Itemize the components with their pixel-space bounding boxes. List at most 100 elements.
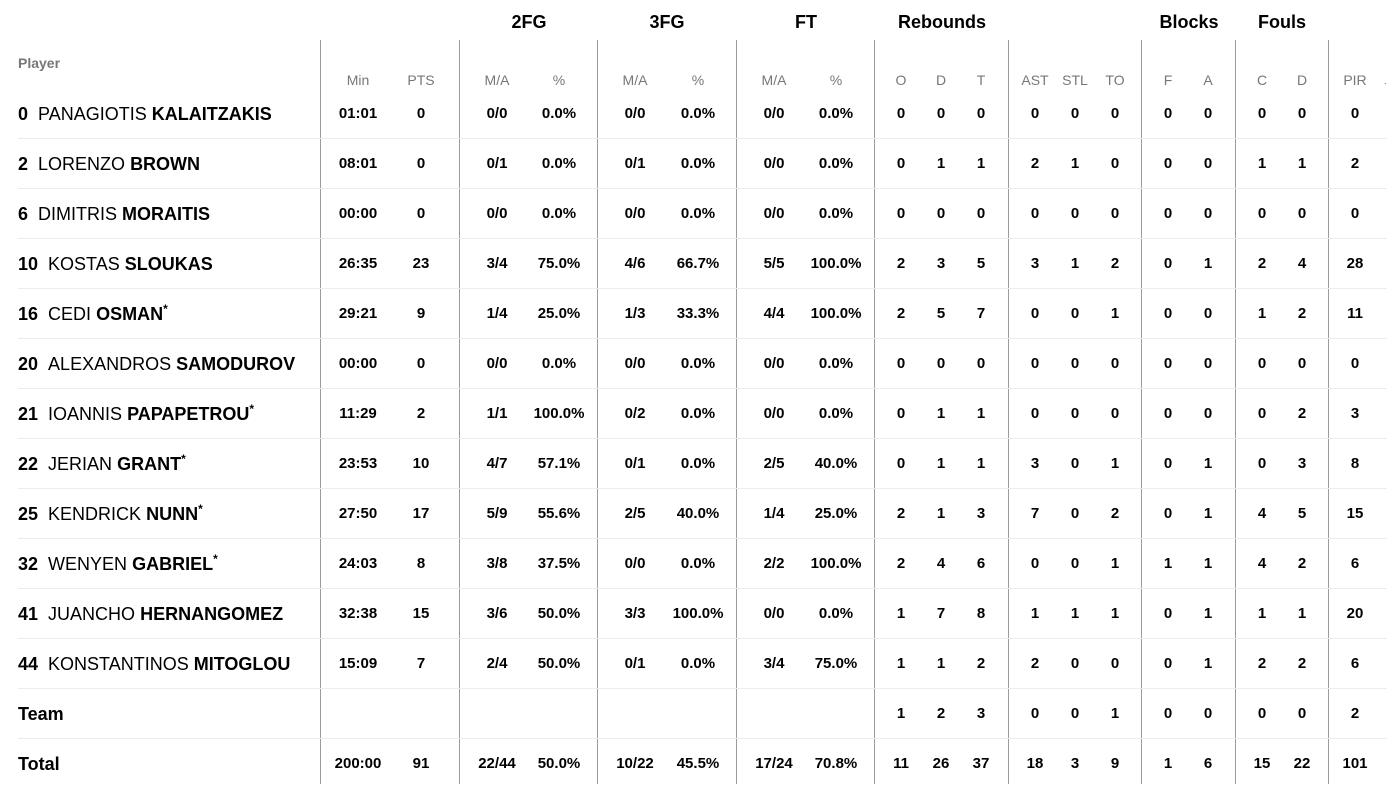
ft-ma-cell: 17/24: [755, 755, 793, 772]
reb-t-cell: 5: [976, 255, 986, 272]
blk-f-cell: 0: [1163, 155, 1173, 172]
player-number: 44: [18, 654, 39, 674]
column-divider: [459, 40, 460, 784]
header-2fg-pct[interactable]: %: [552, 72, 566, 88]
table-row: 0 PANAGIOTIS KALAITZAKIS 01:01 0 0/0 0.0% 0/0…: [0, 89, 1387, 139]
header-3fg-ma[interactable]: M/A: [622, 72, 648, 88]
fg2-ma-cell: 3/4: [486, 255, 508, 272]
ft-ma-cell: 4/4: [763, 305, 785, 322]
header-2fg-ma[interactable]: M/A: [484, 72, 510, 88]
reb-d-cell: 0: [936, 205, 946, 222]
blk-f-cell: 0: [1163, 705, 1173, 722]
player-last-name: HERNANGOMEZ: [140, 604, 284, 624]
group-blocks: Blocks: [1159, 12, 1219, 32]
min-cell: 00:00: [338, 355, 378, 372]
ast-cell: 3: [1030, 455, 1040, 472]
blk-f-cell: 0: [1163, 605, 1173, 622]
player-name[interactable]: 32 WENYEN GABRIEL*: [18, 539, 218, 589]
fg3-ma-cell: 3/3: [624, 605, 646, 622]
pir-cell: 0: [1350, 355, 1360, 372]
fg3-ma-cell: 0/0: [624, 105, 646, 122]
to-cell: 1: [1110, 455, 1120, 472]
player-first-name: DIMITRIS: [38, 204, 118, 224]
foul-c-cell: 2: [1257, 255, 1267, 272]
player-name[interactable]: 0 PANAGIOTIS KALAITZAKIS: [18, 89, 272, 139]
header-pir[interactable]: PIR: [1343, 72, 1367, 88]
reb-d-cell: 1: [936, 405, 946, 422]
fg3-ma-cell: 0/0: [624, 555, 646, 572]
header-ft-ma[interactable]: M/A: [761, 72, 787, 88]
fg2-pct-cell: 25.0%: [537, 305, 581, 322]
pts-cell: [381, 689, 461, 739]
reb-o-cell: 2: [896, 505, 906, 522]
blk-f-cell: 0: [1163, 505, 1173, 522]
player-name[interactable]: 10 KOSTAS SLOUKAS: [18, 239, 213, 289]
header-to[interactable]: TO: [1105, 72, 1125, 88]
header-3fg-pct[interactable]: %: [691, 72, 705, 88]
header-pts[interactable]: PTS: [407, 72, 435, 88]
player-name[interactable]: 41 JUANCHO HERNANGOMEZ: [18, 589, 283, 639]
header-blk-f[interactable]: F: [1163, 72, 1173, 88]
scroll-indicator[interactable]: ·: [1383, 78, 1387, 89]
reb-d-cell: 1: [936, 155, 946, 172]
player-last-name: NUNN: [146, 504, 199, 524]
header-player[interactable]: Player: [18, 55, 61, 71]
player-name[interactable]: 21 IOANNIS PAPAPETROU*: [18, 389, 254, 439]
header-min[interactable]: Min: [346, 72, 370, 88]
fg2-pct-cell: 100.0%: [533, 405, 585, 422]
foul-d-cell: 0: [1297, 705, 1307, 722]
player-name[interactable]: 25 KENDRICK NUNN*: [18, 489, 203, 539]
foul-d-cell: 0: [1297, 205, 1307, 222]
row-separator: [18, 588, 1387, 589]
header-ft-pct[interactable]: %: [829, 72, 843, 88]
foul-c-cell: 0: [1257, 355, 1267, 372]
pts-cell: 23: [412, 255, 430, 272]
blk-f-cell: 0: [1163, 655, 1173, 672]
min-cell: 27:50: [338, 505, 378, 522]
player-name[interactable]: 6 DIMITRIS MORAITIS: [18, 189, 210, 239]
player-first-name: KENDRICK: [48, 504, 142, 524]
fg3-ma-cell: 2/5: [624, 505, 646, 522]
column-divider: [874, 40, 875, 784]
fg3-ma-cell: 1/3: [624, 305, 646, 322]
row-separator: [18, 288, 1387, 289]
header-stl[interactable]: STL: [1062, 72, 1088, 88]
fg2-pct-cell: 0.0%: [541, 105, 577, 122]
min-cell: 24:03: [338, 555, 378, 572]
player-name[interactable]: 20 ALEXANDROS SAMODUROV: [18, 339, 295, 389]
fg2-ma-cell: 0/0: [486, 105, 508, 122]
foul-c-cell: 4: [1257, 505, 1267, 522]
player-name[interactable]: 44 KONSTANTINOS MITOGLOU: [18, 639, 290, 689]
table-row: 22 JERIAN GRANT* 23:53 10 4/7 57.1% 0/1 0.0% 2/…: [0, 439, 1387, 489]
player-name[interactable]: 22 JERIAN GRANT*: [18, 439, 186, 489]
header-foul-c[interactable]: C: [1256, 72, 1268, 88]
header-foul-d[interactable]: D: [1296, 72, 1308, 88]
starter-mark: *: [181, 452, 186, 466]
blk-f-cell: 1: [1163, 755, 1173, 772]
header-reb-o[interactable]: O: [895, 72, 907, 88]
blk-a-cell: 0: [1203, 405, 1213, 422]
column-divider: [320, 40, 321, 784]
reb-d-cell: 1: [936, 655, 946, 672]
reb-o-cell: 1: [896, 605, 906, 622]
min-cell: 15:09: [338, 655, 378, 672]
player-first-name: LORENZO: [38, 154, 126, 174]
header-blk-a[interactable]: A: [1203, 72, 1213, 88]
player-name[interactable]: 2 LORENZO BROWN: [18, 139, 200, 189]
fg2-ma-cell: 22/44: [478, 755, 516, 772]
stl-cell: 0: [1070, 305, 1080, 322]
header-ast[interactable]: AST: [1021, 72, 1049, 88]
row-separator: [18, 638, 1387, 639]
reb-o-cell: 0: [896, 155, 906, 172]
starter-mark: *: [198, 502, 203, 516]
player-last-name: KALAITZAKIS: [151, 104, 272, 124]
player-last-name: GRANT: [117, 454, 182, 474]
foul-d-cell: 0: [1297, 105, 1307, 122]
header-reb-d[interactable]: D: [935, 72, 947, 88]
stl-cell: 0: [1070, 505, 1080, 522]
min-cell: 23:53: [338, 455, 378, 472]
foul-d-cell: 2: [1297, 655, 1307, 672]
player-name[interactable]: 16 CEDI OSMAN*: [18, 289, 168, 339]
header-reb-t[interactable]: T: [976, 72, 986, 88]
